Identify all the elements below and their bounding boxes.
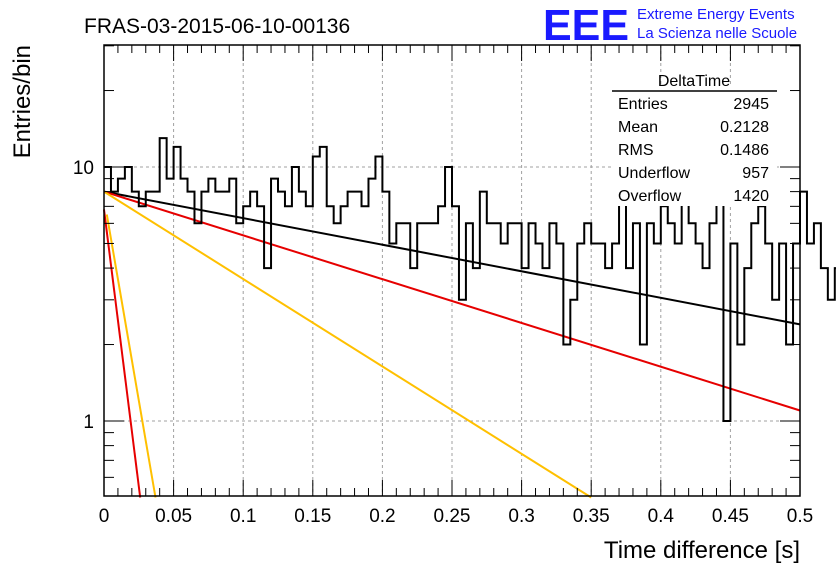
x-tick-label: 0.4: [648, 506, 675, 527]
eee-logo-mark: EEE: [543, 1, 629, 50]
histogram-line: [104, 137, 836, 422]
eee-logo: EEE Extreme Energy Events La Scienza nel…: [543, 1, 797, 50]
x-tick-label: 0.05: [155, 506, 192, 527]
fit-curves: [103, 190, 801, 499]
stats-label: Entries: [618, 96, 668, 113]
stats-box-background: [612, 84, 777, 206]
fit-curve: [103, 190, 801, 326]
x-tick-label: 0: [99, 506, 110, 527]
y-axis-title: Entries/bin: [9, 45, 36, 158]
x-tick-label: 0.45: [712, 506, 749, 527]
x-tick-label: 0.2: [369, 506, 395, 527]
stats-value: 0.1486: [720, 142, 769, 159]
chart-title: FRAS-03-2015-06-10-00136: [84, 15, 350, 38]
logo-line-2: La Scienza nelle Scuole: [637, 25, 797, 42]
stats-label: Overflow: [618, 188, 682, 205]
axis-ticks: [103, 45, 801, 496]
x-tick-label: 0.25: [434, 506, 471, 527]
x-tick-labels: 0 0.05 0.1 0.15 0.2 0.25 0.3 0.35 0.4 0.45 0.5: [99, 506, 814, 527]
fit-curve: [103, 190, 801, 412]
fit-curve: [103, 209, 142, 498]
x-tick-label: 0.5: [787, 506, 813, 527]
x-tick-label: 0.35: [573, 506, 610, 527]
y-tick-label: 1: [83, 412, 94, 433]
x-axis-title: Time difference [s]: [604, 537, 800, 564]
stats-value: 0.2128: [720, 119, 769, 136]
stats-title: DeltaTime: [658, 73, 730, 90]
stats-rows: Entries 2945 Mean 0.2128 RMS 0.1486 Underflow 9…: [618, 96, 769, 205]
y-tick-label: 10: [73, 158, 94, 179]
x-tick-label: 0.3: [508, 506, 534, 527]
stats-label: RMS: [618, 142, 654, 159]
stats-label: Underflow: [618, 165, 690, 182]
x-tick-label: 0.1: [230, 506, 256, 527]
stats-label: Mean: [618, 119, 658, 136]
fit-curve: [103, 190, 592, 499]
stats-value: 957: [742, 165, 769, 182]
y-tick-labels: 1 10: [73, 158, 94, 433]
stats-box: DeltaTime Entries 2945 Mean 0.2128 RMS 0.1486…: [612, 73, 777, 206]
x-tick-label: 0.15: [294, 506, 331, 527]
stats-value: 1420: [733, 188, 769, 205]
fit-curve: [105, 214, 157, 498]
stats-value: 2945: [733, 96, 769, 113]
logo-line-1: Extreme Energy Events: [637, 6, 795, 23]
